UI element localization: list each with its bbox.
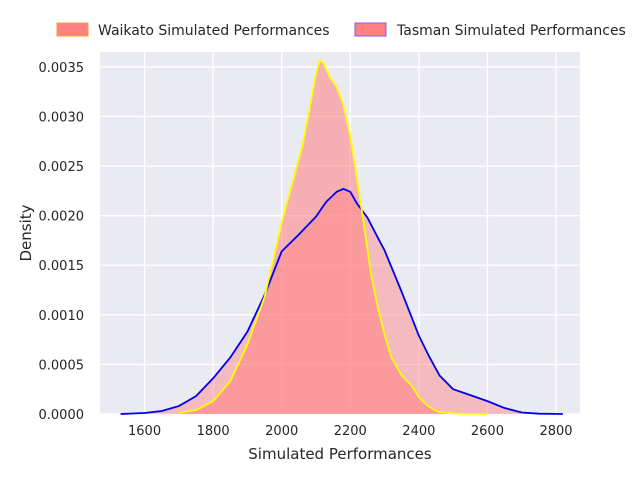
x-tick-label-1600: 1600 <box>128 424 161 439</box>
y-tick-label-0.0000: 0.0000 <box>39 408 85 423</box>
y-tick-label-0.0015: 0.0015 <box>39 259 85 274</box>
density-line-series-0 <box>178 60 488 415</box>
x-tick-label-1800: 1800 <box>197 424 230 439</box>
y-tick-label-0.0010: 0.0010 <box>39 309 85 324</box>
x-tick-label-2800: 2800 <box>539 424 572 439</box>
legend: Waikato Simulated Performances Tasman Sim… <box>56 22 626 39</box>
legend-swatch-series-0 <box>56 22 89 37</box>
legend-label-series-0: Waikato Simulated Performances <box>98 23 330 39</box>
y-tick-label-0.0005: 0.0005 <box>39 358 85 373</box>
x-axis-ticks: 1600 1800 2000 2200 2400 2600 2800 <box>128 424 573 439</box>
legend-swatch-series-1 <box>354 22 387 37</box>
y-axis-label: Density <box>17 204 35 261</box>
x-tick-label-2000: 2000 <box>265 424 298 439</box>
x-tick-label-2600: 2600 <box>471 424 504 439</box>
x-tick-label-2200: 2200 <box>334 424 367 439</box>
y-tick-label-0.0035: 0.0035 <box>39 61 85 76</box>
x-axis-label: Simulated Performances <box>248 445 432 463</box>
y-tick-label-0.0020: 0.0020 <box>39 210 85 225</box>
y-axis-ticks: 0.0000 0.0005 0.0010 0.0015 0.0020 0.0025 0.00… <box>39 61 85 423</box>
density-areas <box>120 60 563 415</box>
area-fill-series-0 <box>178 60 488 415</box>
y-tick-label-0.0030: 0.0030 <box>39 110 85 125</box>
x-tick-label-2400: 2400 <box>402 424 435 439</box>
legend-label-series-1: Tasman Simulated Performances <box>396 23 626 39</box>
y-tick-label-0.0025: 0.0025 <box>39 160 85 175</box>
density-line-series-1 <box>120 187 563 415</box>
